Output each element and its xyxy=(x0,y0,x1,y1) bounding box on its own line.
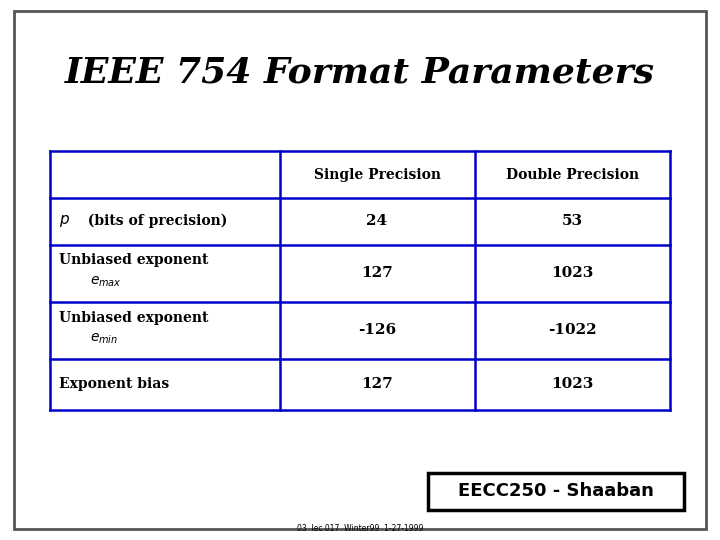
Text: -1022: -1022 xyxy=(548,323,596,337)
Text: Double Precision: Double Precision xyxy=(505,167,639,181)
Text: Unbiased exponent: Unbiased exponent xyxy=(59,310,208,325)
Text: IEEE 754 Format Parameters: IEEE 754 Format Parameters xyxy=(65,56,655,90)
Text: 53: 53 xyxy=(562,214,582,228)
Text: -126: -126 xyxy=(358,323,396,337)
Text: (bits of precision): (bits of precision) xyxy=(83,214,228,228)
Bar xyxy=(428,472,684,510)
Text: $e_{min}$: $e_{min}$ xyxy=(90,332,118,346)
Text: 1023: 1023 xyxy=(551,377,593,392)
Text: $\mathit{p}$: $\mathit{p}$ xyxy=(59,213,70,229)
Text: 127: 127 xyxy=(361,377,393,392)
Text: 03  lec 017  Winter99  1-27-1999: 03 lec 017 Winter99 1-27-1999 xyxy=(297,524,423,532)
Text: Unbiased exponent: Unbiased exponent xyxy=(59,253,208,267)
Text: EECC250 - Shaaban: EECC250 - Shaaban xyxy=(458,482,654,501)
Text: $e_{max}$: $e_{max}$ xyxy=(90,274,122,289)
Text: 1023: 1023 xyxy=(551,266,593,280)
Text: Exponent bias: Exponent bias xyxy=(59,377,169,392)
Text: 24: 24 xyxy=(366,214,387,228)
Text: 127: 127 xyxy=(361,266,393,280)
Text: Single Precision: Single Precision xyxy=(313,167,441,181)
